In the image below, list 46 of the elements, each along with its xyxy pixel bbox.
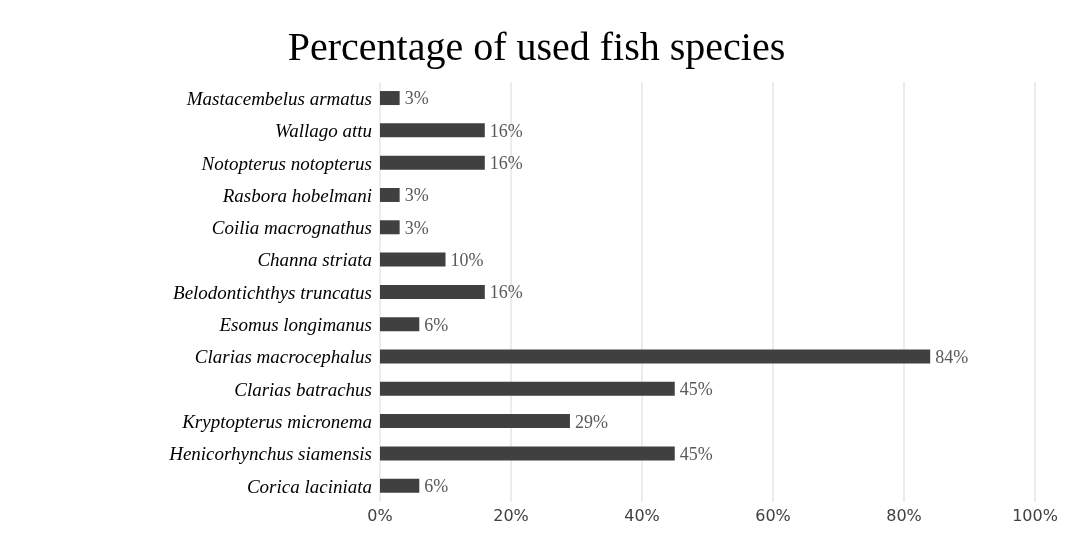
data-label: 6%: [424, 314, 449, 335]
y-tick-label: Kryptopterus micronema: [181, 410, 372, 432]
bar: [380, 220, 400, 235]
bar: [380, 317, 420, 332]
bar: [380, 91, 400, 106]
data-label: 16%: [489, 120, 523, 141]
data-label: 3%: [404, 185, 429, 206]
y-tick-label: Mastacembelus armatus: [185, 87, 372, 109]
data-label: 84%: [935, 346, 969, 367]
y-tick-label: Henicorhynchus siamensis: [168, 443, 372, 465]
data-label: 6%: [424, 476, 449, 497]
data-label: 10%: [450, 249, 484, 270]
y-tick-label: Rasbora hobelmani: [221, 184, 372, 206]
chart-title: Percentage of used fish species: [286, 23, 787, 71]
y-tick-label: Esomus longimanus: [218, 314, 372, 336]
x-tick-label: 60%: [755, 506, 791, 526]
bar: [380, 252, 446, 267]
bar: [380, 155, 485, 170]
data-label: 45%: [679, 379, 713, 400]
y-tick-label: Channa striata: [257, 249, 372, 271]
y-tick-label: Notopterus notopterus: [200, 152, 372, 174]
bar: [380, 414, 570, 429]
bar: [380, 446, 675, 461]
y-tick-label: Clarias batrachus: [234, 378, 372, 400]
y-tick-label: Belodontichthys truncatus: [173, 281, 372, 303]
data-label: 16%: [489, 282, 523, 303]
x-tick-label: 100%: [1012, 506, 1058, 526]
x-tick-label: 20%: [493, 506, 529, 526]
x-tick-label: 80%: [886, 506, 922, 526]
data-label: 45%: [679, 443, 713, 464]
x-tick-label: 0%: [367, 506, 393, 526]
bar: [380, 478, 420, 493]
data-label: 16%: [489, 153, 523, 174]
y-tick-label: Wallago attu: [275, 120, 372, 142]
bar: [380, 187, 400, 202]
data-label: 3%: [404, 88, 429, 109]
x-tick-label: 40%: [624, 506, 660, 526]
data-label: 29%: [574, 411, 608, 432]
bar: [380, 349, 931, 364]
y-tick-label: Clarias macrocephalus: [194, 346, 372, 368]
y-tick-label: Coilia macrognathus: [211, 217, 372, 239]
y-tick-label: Corica laciniata: [246, 475, 372, 497]
bar: [380, 123, 485, 138]
bar: [380, 381, 675, 396]
bar: [380, 284, 485, 299]
data-label: 3%: [404, 217, 429, 238]
